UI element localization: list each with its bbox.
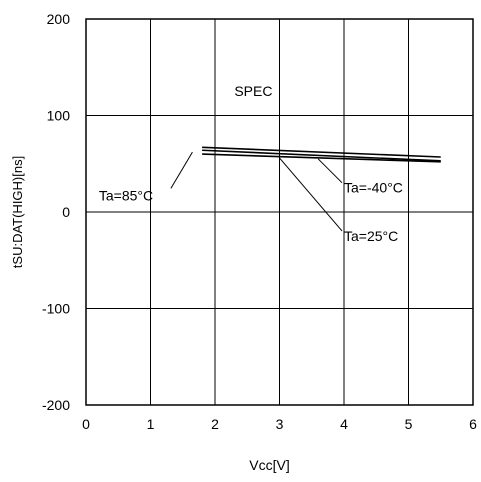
series-line [202, 153, 441, 163]
annotation-leader [170, 151, 193, 189]
grid [86, 19, 473, 405]
y-tick-labels: -200 -100 0 100 200 [42, 11, 70, 413]
annotations: SPEC Ta=85°C Ta=-40°C Ta=25°C [99, 83, 403, 244]
x-tick-label: 2 [211, 416, 219, 432]
y-tick-label: 200 [47, 11, 71, 27]
x-tick-label: 3 [276, 416, 284, 432]
y-tick-label: 0 [62, 204, 70, 220]
x-tick-labels: 0 1 2 3 4 5 6 [82, 416, 477, 432]
plot-frame [85, 18, 474, 406]
y-tick-label: -200 [42, 397, 70, 413]
annotation-label: Ta=85°C [99, 187, 153, 203]
series-line [202, 149, 441, 162]
x-tick-label: 5 [405, 416, 413, 432]
y-tick-label: -100 [42, 301, 70, 317]
annotation-leader [317, 158, 343, 184]
annotation-label: SPEC [234, 83, 272, 99]
x-tick-label: 4 [340, 416, 348, 432]
x-tick-label: 6 [469, 416, 477, 432]
series-lines [202, 146, 441, 163]
x-tick-label: 1 [147, 416, 155, 432]
annotation-label: Ta=-40°C [344, 180, 403, 196]
annotation-leader [279, 157, 343, 232]
y-tick-label: 100 [47, 108, 71, 124]
x-tick-label: 0 [82, 416, 90, 432]
annotation-label: Ta=25°C [344, 228, 398, 244]
series-line [202, 146, 441, 158]
annotation-leaders [170, 151, 343, 232]
y-axis-label: tSU:DAT(HIGH)[ns] [10, 156, 25, 268]
x-axis-label: Vcc[V] [249, 457, 289, 473]
